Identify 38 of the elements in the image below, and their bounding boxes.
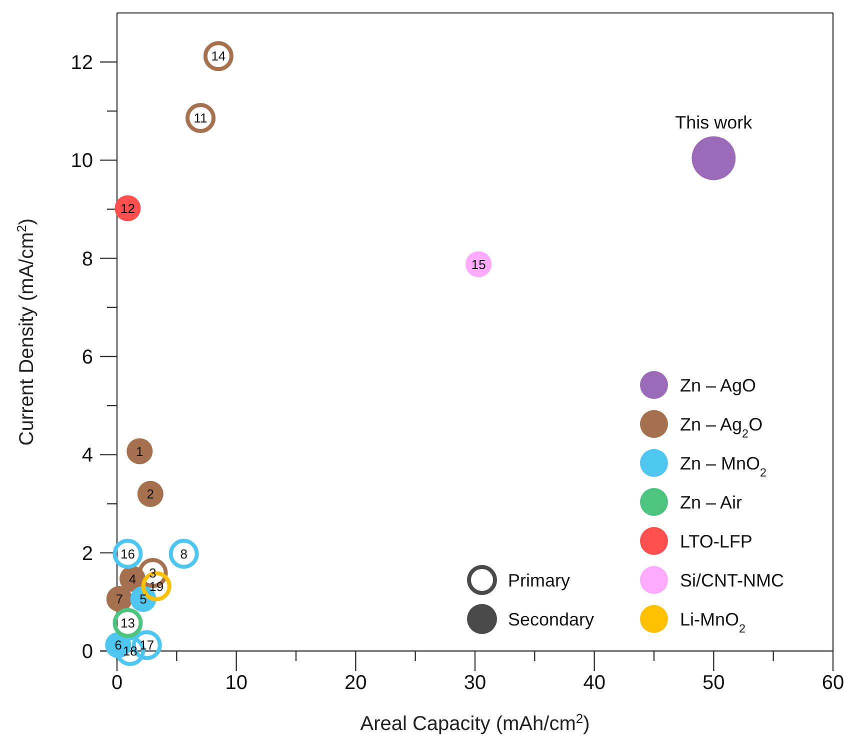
- annotation: This work: [675, 112, 754, 133]
- annotation: 5: [140, 592, 147, 607]
- legend-label: Zn – Ag$_{2}$O: [680, 414, 763, 440]
- annotation: 12: [120, 200, 135, 216]
- y-tick-label: 4: [82, 444, 93, 467]
- y-tick-label: 8: [82, 248, 93, 270]
- annotation: 16: [120, 546, 135, 562]
- x-tick-label: 20: [344, 672, 367, 694]
- x-tick-label: 30: [464, 672, 486, 694]
- x-tick-label: 0: [111, 672, 123, 694]
- annotation: 7: [116, 592, 124, 607]
- legend-label: Si/CNT-NMC: [680, 570, 784, 590]
- legend-label: LTO-LFP: [680, 531, 752, 552]
- x-tick-label: 40: [583, 672, 606, 694]
- legend-label: Zn – MnO$_{2}$: [680, 453, 767, 479]
- annotation: 14: [211, 48, 226, 64]
- y-tick-label: 6: [82, 346, 93, 368]
- annotation: Secondary: [508, 609, 594, 630]
- annotation: 1: [136, 444, 144, 459]
- x-tick-label: 60: [822, 672, 844, 694]
- annotation: 8: [180, 546, 188, 562]
- legend-label: Zn – Air: [680, 492, 742, 512]
- annotation: 6: [114, 638, 122, 653]
- annotation: 11: [194, 110, 208, 126]
- x-tick-label: 10: [225, 672, 248, 694]
- y-tick-label: 10: [70, 150, 93, 172]
- y-tick-label: 2: [82, 542, 93, 565]
- annotation: 15: [471, 256, 486, 272]
- annotation: 2: [146, 486, 154, 502]
- annotation: 13: [120, 616, 135, 631]
- annotation: Primary: [508, 570, 570, 590]
- annotation: 4: [128, 571, 136, 586]
- x-tick-label: 50: [702, 672, 725, 694]
- y-tick-label: 12: [70, 52, 93, 74]
- legend-label: Li-MnO$_{2}$: [680, 609, 746, 635]
- legend-label: Zn – AgO: [680, 375, 756, 396]
- x-axis-title: Areal Capacity (mAh/cm$^{2}$): [360, 710, 590, 735]
- y-tick-label: 0: [82, 641, 93, 663]
